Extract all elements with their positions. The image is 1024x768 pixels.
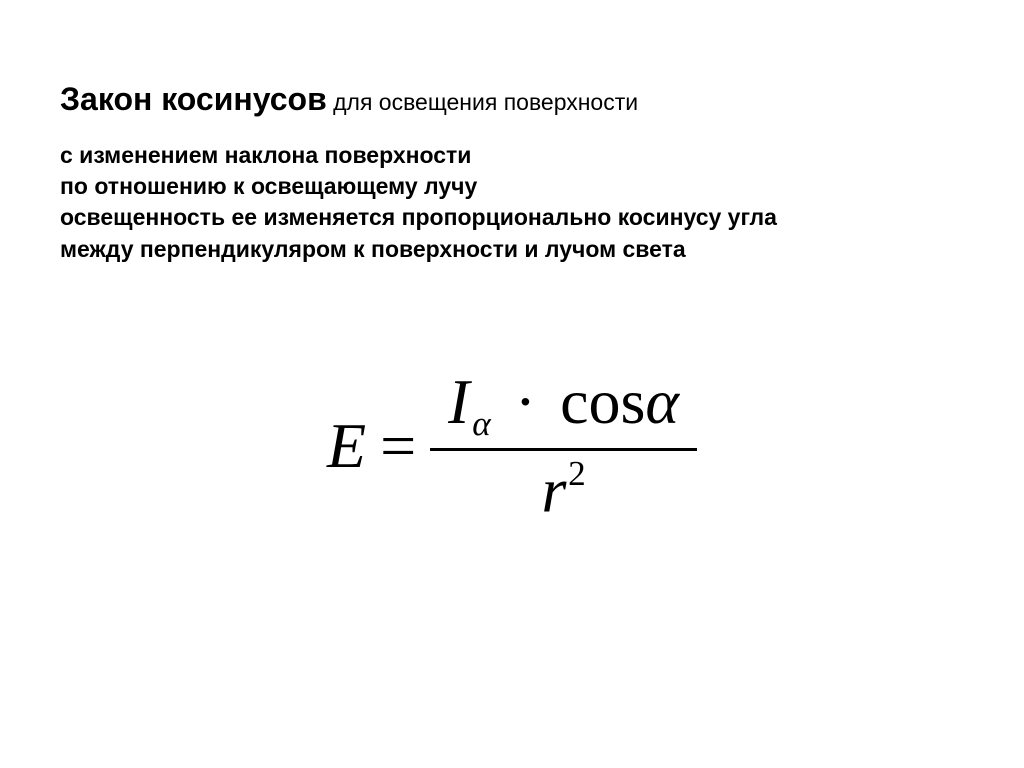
formula-lhs: E bbox=[327, 409, 366, 483]
body-line-2: по отношению к освещающему лучу bbox=[60, 171, 964, 202]
formula-equals: = bbox=[380, 409, 416, 483]
num-I: I bbox=[448, 366, 469, 437]
formula: E = Iα · cosα r2 bbox=[327, 365, 697, 528]
den-exp: 2 bbox=[568, 454, 586, 493]
num-alpha: α bbox=[645, 366, 679, 437]
body-line-3: освещенность ее изменяется пропорциональ… bbox=[60, 202, 964, 233]
formula-fraction: Iα · cosα r2 bbox=[430, 365, 697, 528]
den-r: r bbox=[541, 454, 566, 525]
body-text: с изменением наклона поверхности по отно… bbox=[60, 140, 964, 264]
body-line-4: между перпендикуляром к поверхности и лу… bbox=[60, 234, 964, 265]
num-sub-alpha: α bbox=[472, 404, 490, 443]
num-cos: cos bbox=[560, 366, 645, 437]
num-dot: · bbox=[515, 366, 536, 437]
fraction-denominator: r2 bbox=[523, 453, 603, 528]
heading: Закон косинусов для освещения поверхност… bbox=[60, 80, 964, 118]
title-main: Закон косинусов bbox=[60, 81, 327, 117]
fraction-numerator: Iα · cosα bbox=[430, 365, 697, 446]
title-sub: для освещения поверхности bbox=[327, 89, 638, 115]
formula-container: E = Iα · cosα r2 bbox=[60, 365, 964, 528]
slide: Закон косинусов для освещения поверхност… bbox=[0, 0, 1024, 768]
fraction-bar bbox=[430, 448, 697, 451]
body-line-1: с изменением наклона поверхности bbox=[60, 140, 964, 171]
